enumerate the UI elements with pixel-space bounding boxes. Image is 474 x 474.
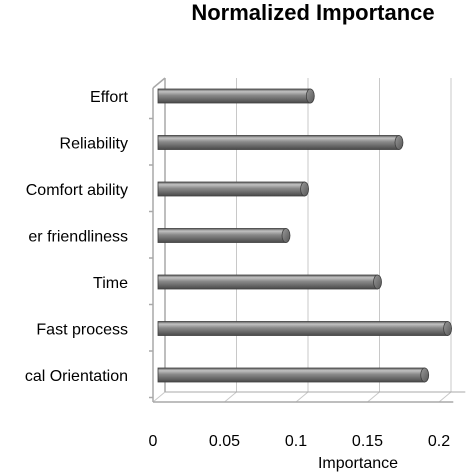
bar-body	[157, 321, 448, 336]
bar-body	[157, 367, 426, 383]
x-tick-label: 0.2	[428, 433, 450, 450]
bars	[157, 88, 452, 383]
bar-end-cap	[420, 367, 430, 383]
category-labels: Effort Reliability Comfort ability er frien…	[25, 89, 129, 385]
bar	[157, 228, 291, 243]
bar	[157, 321, 452, 336]
bar	[157, 367, 430, 383]
category-label: Comfort ability	[26, 182, 128, 199]
bar	[157, 274, 382, 290]
bar-body	[157, 228, 287, 243]
chart-title: Normalized Importance	[191, 0, 434, 25]
category-label: cal Orientation	[25, 368, 128, 385]
bar-end-cap	[281, 228, 291, 243]
category-label: er friendliness	[28, 229, 128, 246]
bar-body	[157, 274, 378, 290]
bar-end-cap	[443, 321, 452, 336]
x-tick-label: 0.05	[209, 433, 240, 450]
floor-gridline	[152, 391, 166, 403]
bar-end-cap	[373, 274, 382, 290]
category-label: Fast process	[36, 322, 128, 339]
floor-gridline	[295, 391, 309, 403]
x-tick-labels: 0 0.05 0.1 0.15 0.2	[149, 433, 451, 450]
x-tick-label: 0	[149, 433, 158, 450]
floor-gridline	[224, 391, 237, 403]
bar	[157, 181, 309, 197]
x-tick-label: 0.1	[285, 433, 307, 450]
bar-body	[157, 88, 311, 104]
bar-end-cap	[394, 135, 404, 150]
axes	[149, 77, 466, 403]
bar-body	[157, 135, 400, 150]
category-label: Reliability	[60, 136, 128, 153]
bar-end-cap	[300, 181, 309, 197]
floor-gridline	[367, 391, 380, 403]
category-label: Time	[93, 275, 128, 292]
bar	[157, 88, 315, 104]
x-axis-title: Importance	[318, 455, 398, 472]
bar-end-cap	[305, 88, 315, 104]
bar	[157, 135, 404, 150]
category-label: Effort	[90, 89, 129, 106]
bar-body	[157, 181, 305, 197]
x-tick-label: 0.15	[352, 433, 383, 450]
axis-top-connector	[152, 77, 166, 89]
floor-gridline	[438, 391, 452, 403]
